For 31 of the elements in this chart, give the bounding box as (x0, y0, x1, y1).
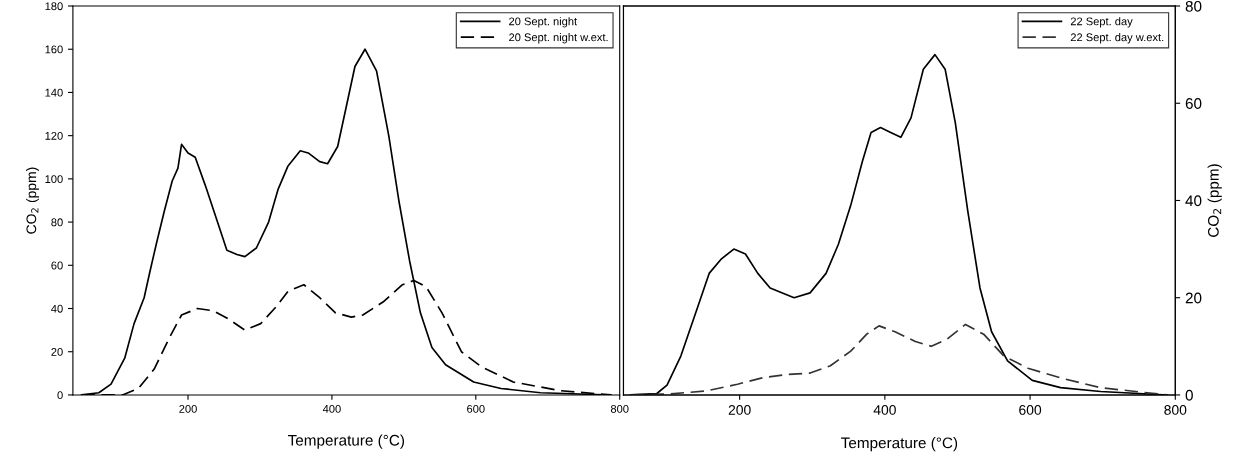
x-tick-label: 400 (322, 404, 341, 413)
legend-label: 20 Sept. night (509, 17, 578, 28)
y-tick-label: 80 (51, 218, 63, 227)
x-tick-label: 800 (610, 404, 629, 413)
x-axis-title: Temperature (°C) (841, 437, 958, 452)
x-tick-label: 600 (1019, 405, 1042, 415)
y2-tick-label: 0 (1185, 389, 1193, 401)
y-tick-label: 120 (45, 131, 63, 140)
y-tick-label: 0 (57, 391, 63, 400)
y-tick-label: 140 (45, 88, 63, 97)
y2-tick-label: 40 (1185, 195, 1202, 207)
y2-tick-label: 80 (1185, 0, 1202, 12)
x-tick-label: 400 (873, 405, 896, 415)
y2-axis-title: CO$_{2}$ (ppm) (1207, 164, 1222, 237)
x-tick-label: 600 (467, 404, 485, 413)
x-tick-label: 200 (179, 404, 197, 413)
x-axis-title: Temperature (°C) (287, 434, 405, 449)
x-tick-label: 200 (728, 405, 751, 415)
y-tick-label: 20 (51, 347, 63, 356)
y-tick-label: 60 (51, 261, 63, 270)
y-axis-title: CO$_{2}$ (ppm) (26, 167, 39, 234)
legend-label: 20 Sept. night w.ext. (509, 33, 608, 44)
y2-tick-label: 20 (1185, 292, 1202, 304)
y-tick-label: 40 (51, 304, 63, 313)
y-tick-label: 100 (45, 175, 63, 184)
legend-label: 22 Sept. day w.ext. (1070, 33, 1164, 44)
y-tick-label: 180 (45, 2, 63, 11)
legend-label: 22 Sept. day (1070, 17, 1133, 28)
y-tick-label: 160 (45, 45, 63, 54)
y2-tick-label: 60 (1185, 98, 1202, 109)
x-tick-label: 800 (1164, 405, 1187, 415)
